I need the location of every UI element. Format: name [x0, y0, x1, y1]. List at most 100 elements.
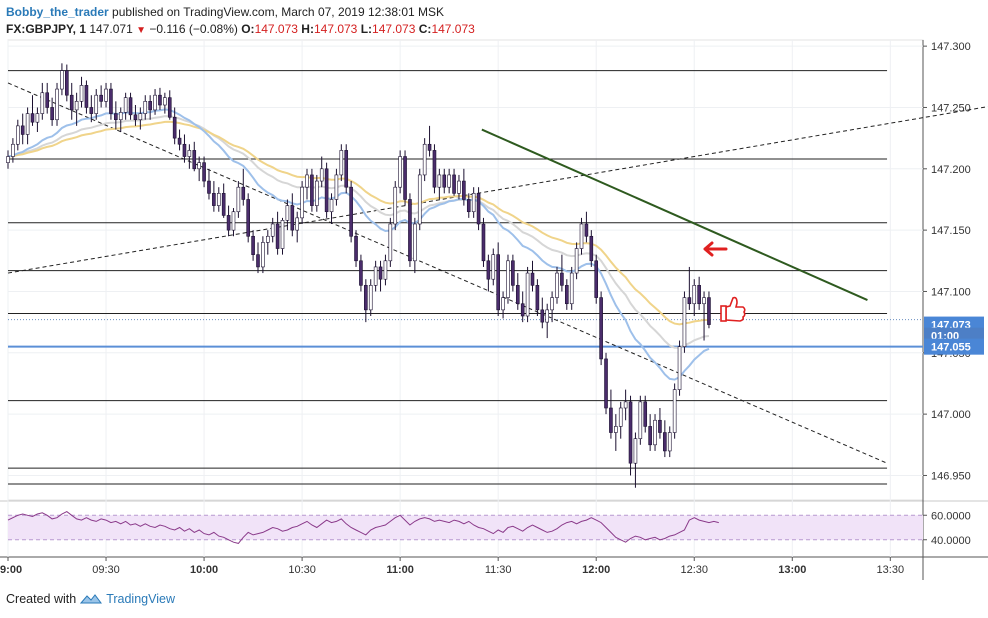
candle-body: [197, 162, 201, 170]
candle-body: [565, 285, 569, 305]
candle-body: [285, 205, 290, 221]
candle-body: [118, 112, 123, 121]
high-value: 147.073: [313, 22, 358, 36]
tradingview-brand[interactable]: TradingView: [106, 592, 175, 606]
price-chart[interactable]: 147.300 147.250 147.200 147.150 147.100 147.0…: [0, 0, 988, 585]
candle-body: [677, 346, 682, 390]
line-price-label: 147.055: [931, 342, 971, 354]
candle-body: [30, 113, 35, 123]
thumbs-up-icon: [725, 296, 746, 322]
candle-body: [520, 303, 525, 317]
candle-body: [167, 97, 172, 118]
candle-body: [329, 199, 334, 213]
candle-body: [692, 285, 697, 305]
y-tick-label: 147.250: [931, 102, 971, 114]
candle-body: [241, 186, 246, 200]
published-text: published on TradingView.com, March 07, …: [112, 5, 445, 19]
symbol-label[interactable]: FX:GBPJPY, 1: [6, 22, 87, 36]
candle-body: [417, 174, 422, 225]
candle-body: [334, 174, 339, 200]
candle-body: [427, 143, 432, 151]
candle-body: [476, 193, 481, 225]
candle-body: [672, 389, 677, 433]
candle-body: [702, 297, 706, 305]
candle-body: [25, 113, 30, 135]
ema-line-blue: [7, 108, 710, 381]
candle-body: [6, 156, 10, 163]
open-value: 147.073: [254, 22, 298, 36]
candle-body: [158, 94, 162, 106]
candle-body: [452, 174, 456, 194]
candle-body: [109, 88, 113, 114]
high-label: H:: [301, 22, 314, 36]
candle-body: [569, 272, 574, 305]
candle-body: [354, 235, 358, 262]
candle-body: [584, 223, 589, 237]
low-value: 147.073: [372, 22, 416, 36]
ema-line-gray: [7, 115, 710, 349]
candle-body: [594, 260, 599, 298]
candle-body: [123, 97, 128, 113]
x-tick-label: 09:00: [0, 564, 22, 576]
candle-body: [643, 401, 648, 427]
candle-body: [667, 432, 672, 452]
candle-body: [560, 272, 564, 286]
candle-body: [84, 85, 89, 108]
candle-body: [94, 94, 99, 114]
candle-body: [413, 223, 417, 262]
candle-body: [275, 223, 280, 249]
candle-body: [324, 168, 329, 213]
candle-body: [462, 180, 466, 200]
open-label: O:: [241, 22, 255, 36]
candle-body: [104, 88, 108, 102]
candle-body: [187, 150, 192, 157]
candle-body: [192, 150, 197, 170]
author-link[interactable]: Bobby_the_trader: [6, 5, 109, 19]
candle-body: [138, 113, 143, 121]
candle-body: [506, 260, 510, 298]
dashed-trendline: [7, 82, 888, 464]
candle-body: [246, 199, 250, 237]
candle-body: [633, 438, 638, 464]
candle-body: [55, 88, 59, 121]
candle-body: [491, 254, 496, 280]
candle-body: [383, 260, 388, 280]
candle-body: [368, 285, 373, 311]
close-value: 147.073: [431, 22, 475, 36]
candle-body: [432, 150, 437, 188]
candle-body: [501, 297, 505, 311]
x-tick-label: 09:30: [92, 564, 120, 576]
candle-body: [496, 254, 500, 311]
candle-body: [614, 426, 618, 433]
candle-body: [471, 193, 476, 213]
candle-body: [393, 186, 398, 225]
candle-body: [535, 285, 540, 311]
candle-body: [212, 193, 216, 206]
tradingview-logo-icon: [80, 594, 103, 604]
candle-body: [388, 223, 393, 262]
candle-body: [658, 419, 662, 433]
candle-body: [447, 174, 451, 188]
candle-body: [339, 150, 344, 176]
ohlc-legend: FX:GBPJPY, 1 147.071 ▼ −0.116 (−0.08%) O…: [6, 22, 475, 36]
candle-body: [182, 143, 187, 157]
x-tick-label: 12:00: [582, 564, 610, 576]
candle-body: [148, 101, 152, 111]
candle-body: [290, 205, 295, 231]
rsi-band: [8, 515, 923, 540]
y-tick-label: 147.150: [931, 225, 971, 237]
candle-body: [618, 407, 623, 427]
thumbs-up-cuff-icon: [720, 305, 727, 322]
candle-body: [11, 143, 15, 157]
created-with-text: Created with: [6, 592, 77, 606]
candle-body: [35, 113, 40, 123]
candle-body: [319, 168, 324, 182]
rsi-tick-label: 40.0000: [931, 535, 971, 547]
candle-body: [442, 174, 447, 188]
x-tick-label: 13:30: [877, 564, 905, 576]
candle-body: [378, 266, 383, 280]
x-tick-label: 11:30: [485, 564, 512, 576]
x-tick-label: 11:00: [386, 564, 414, 576]
candle-body: [221, 193, 226, 216]
candle-body: [682, 297, 687, 347]
